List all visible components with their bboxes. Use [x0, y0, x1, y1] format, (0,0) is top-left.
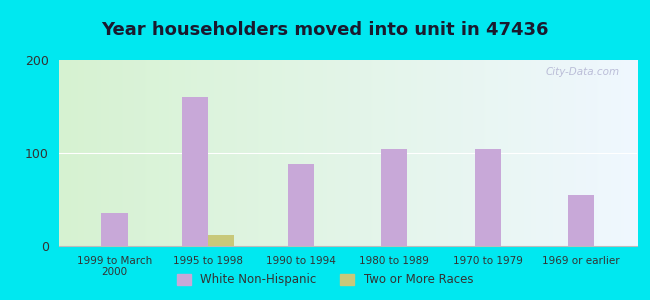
Bar: [474, 149, 500, 246]
Text: City-Data.com: City-Data.com: [545, 68, 619, 77]
Bar: [568, 195, 594, 246]
Bar: [208, 235, 234, 246]
Bar: [382, 149, 408, 246]
Bar: [181, 97, 208, 246]
Bar: [288, 164, 314, 246]
Text: Year householders moved into unit in 47436: Year householders moved into unit in 474…: [101, 21, 549, 39]
Legend: White Non-Hispanic, Two or More Races: White Non-Hispanic, Two or More Races: [172, 269, 478, 291]
Bar: [101, 214, 127, 246]
